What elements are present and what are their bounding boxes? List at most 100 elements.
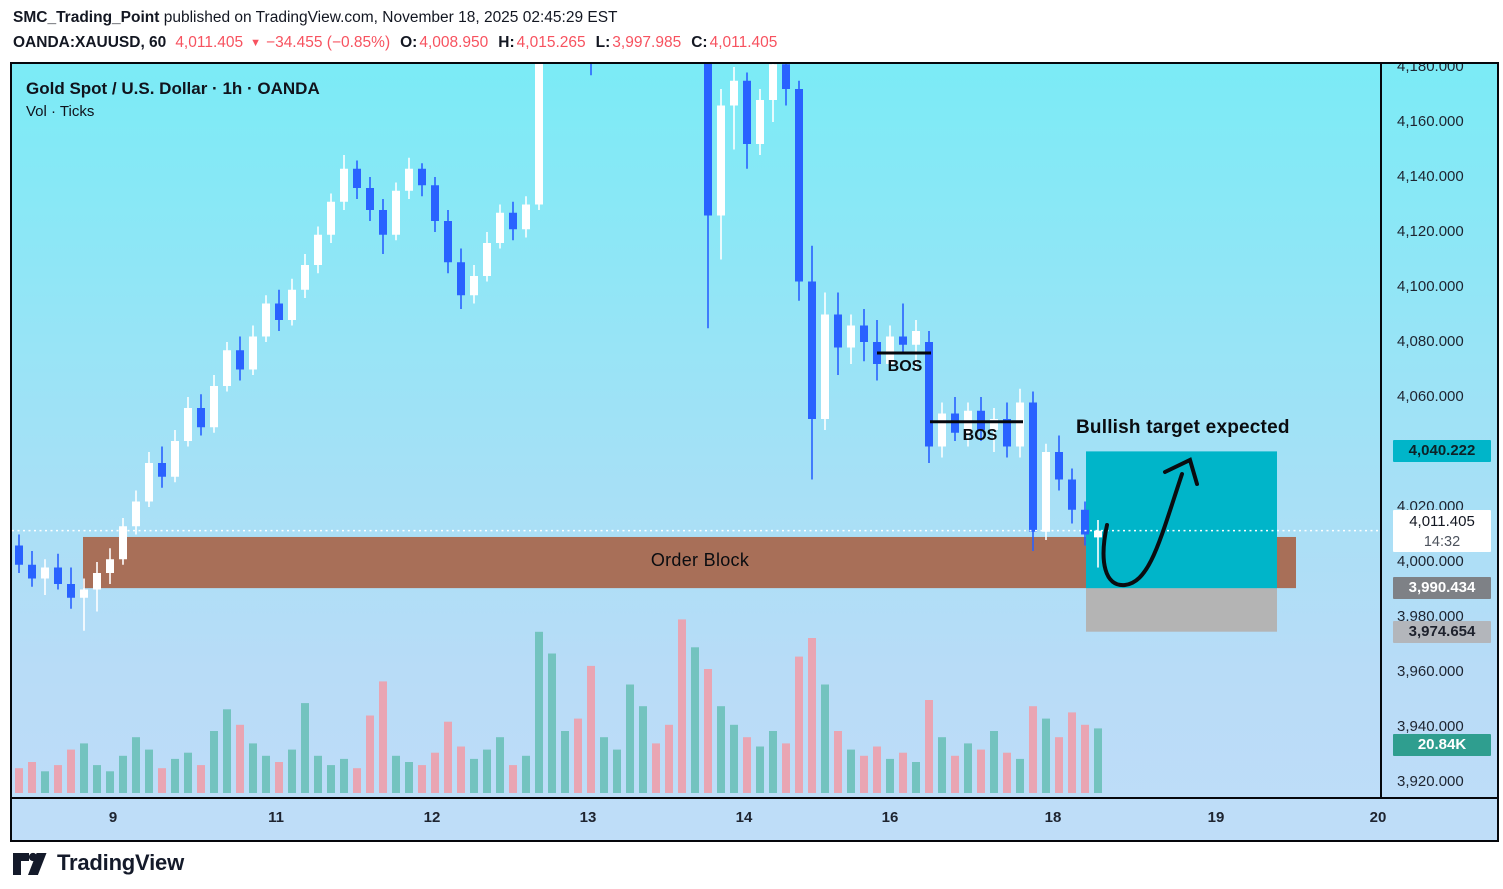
candle-body xyxy=(1029,402,1037,532)
volume-bar xyxy=(691,647,699,793)
volume-bar xyxy=(288,749,296,793)
chart-legend[interactable]: Gold Spot / U.S. Dollar · 1h · OANDA Vol… xyxy=(26,77,320,123)
volume-bar xyxy=(249,743,257,793)
price-tick: 4,120.000 xyxy=(1397,223,1464,240)
price-tick: 4,140.000 xyxy=(1397,168,1464,185)
volume-bar xyxy=(418,765,426,793)
volume-bar xyxy=(912,762,920,793)
candle-body xyxy=(1003,419,1011,447)
volume-bar xyxy=(1042,718,1050,793)
volume-bar xyxy=(756,746,764,793)
volume-bar xyxy=(925,700,933,793)
volume-bar xyxy=(847,749,855,793)
candle-body xyxy=(145,463,153,502)
volume-bar xyxy=(366,715,374,793)
time-tick: 11 xyxy=(268,809,284,826)
volume-bar xyxy=(171,758,179,793)
candle-body xyxy=(223,350,231,386)
volume-bar xyxy=(197,765,205,793)
bos-label-1[interactable]: BOS xyxy=(887,358,923,375)
time-axis[interactable]: 9 11 12 13 14 16 18 19 20 xyxy=(12,797,1497,838)
last-price: 4,011.405 xyxy=(175,34,244,51)
candle-body xyxy=(210,386,218,428)
candle-body xyxy=(1042,452,1050,532)
tradingview-logo-icon[interactable] xyxy=(12,848,48,878)
candle-body xyxy=(717,105,725,216)
candle-body xyxy=(249,336,257,370)
volume-bar xyxy=(990,731,998,793)
down-triangle-icon: ▼ xyxy=(250,37,262,49)
candle-body xyxy=(184,408,192,441)
bos-label-2[interactable]: BOS xyxy=(962,427,998,444)
tradingview-attribution[interactable]: TradingView xyxy=(12,848,184,878)
candle-body xyxy=(67,584,75,598)
candle-body xyxy=(431,185,439,221)
high-label: H: xyxy=(498,34,515,51)
candle-body xyxy=(327,201,335,235)
open-value: 4,008.950 xyxy=(419,34,489,51)
time-tick: 18 xyxy=(1044,809,1062,826)
volume-bar xyxy=(899,752,907,793)
candle-body xyxy=(808,281,816,419)
volume-bar xyxy=(145,749,153,793)
candle-body xyxy=(132,501,140,527)
chart-area[interactable]: Gold Spot / U.S. Dollar · 1h · OANDA Vol… xyxy=(10,62,1499,842)
candle-body xyxy=(379,210,387,235)
volume-bar xyxy=(28,762,36,793)
long-stop-box[interactable] xyxy=(1086,588,1277,632)
open-label: O: xyxy=(400,34,418,51)
volume-bar xyxy=(951,755,959,793)
bullish-arrow[interactable] xyxy=(1101,472,1184,588)
volume-bar xyxy=(1029,706,1037,793)
candle-body xyxy=(743,80,751,144)
volume-bar xyxy=(236,724,244,793)
candle-body xyxy=(795,89,803,282)
candle-body xyxy=(171,441,179,477)
volume-bar xyxy=(301,703,309,793)
candle-body xyxy=(847,325,855,348)
volume-bar xyxy=(444,721,452,793)
order-block-label[interactable]: Order Block xyxy=(650,550,750,570)
volume-bar xyxy=(860,755,868,793)
volume-bar xyxy=(587,665,595,793)
long-target-box[interactable] xyxy=(1086,451,1277,589)
candle-body xyxy=(730,80,738,106)
volume-bar xyxy=(119,755,127,793)
byline-text: published on TradingView.com, November 1… xyxy=(159,9,618,26)
candle-body xyxy=(756,100,764,144)
price-pane[interactable]: Gold Spot / U.S. Dollar · 1h · OANDA Vol… xyxy=(12,64,1380,797)
publish-header: SMC_Trading_Point published on TradingVi… xyxy=(13,7,777,54)
symbol-row: OANDA:XAUUSD, 60 4,011.405 ▼ −34.455 (−0… xyxy=(13,32,777,54)
volume-bar xyxy=(535,631,543,793)
price-tick: 4,080.000 xyxy=(1397,333,1464,350)
volume-bar xyxy=(769,731,777,793)
candle-body xyxy=(860,325,868,342)
price-tick: 4,180.000 xyxy=(1397,64,1464,75)
candle-body xyxy=(886,336,894,364)
price-tick: 4,160.000 xyxy=(1397,113,1464,130)
time-tick: 13 xyxy=(579,809,597,826)
volume-bar xyxy=(1094,728,1102,793)
volume-bar xyxy=(665,724,673,793)
volume-bar xyxy=(873,746,881,793)
volume-bar xyxy=(730,724,738,793)
price-axis[interactable]: 4,180.000 4,160.000 4,140.000 4,120.000 4,10… xyxy=(1380,64,1497,797)
candle-body xyxy=(314,234,322,265)
candle-body xyxy=(236,350,244,370)
volume-bar xyxy=(41,771,49,793)
volume-bar xyxy=(1003,752,1011,793)
candle-body xyxy=(1016,402,1024,447)
volume-bar xyxy=(834,731,842,793)
volume-bar xyxy=(821,684,829,793)
volume-bar xyxy=(314,755,322,793)
volume-bar xyxy=(483,749,491,793)
candle-body xyxy=(925,342,933,447)
current-price-label: 4,011.405 14:32 xyxy=(1393,509,1491,552)
bullish-target-label[interactable]: Bullish target expected xyxy=(1076,417,1290,438)
volume-bar xyxy=(795,656,803,793)
candle-body xyxy=(28,564,36,579)
time-tick: 9 xyxy=(108,809,118,826)
tradingview-wordmark[interactable]: TradingView xyxy=(57,850,184,875)
bullish-arrow-head[interactable] xyxy=(1163,457,1199,486)
volume-bar xyxy=(184,752,192,793)
